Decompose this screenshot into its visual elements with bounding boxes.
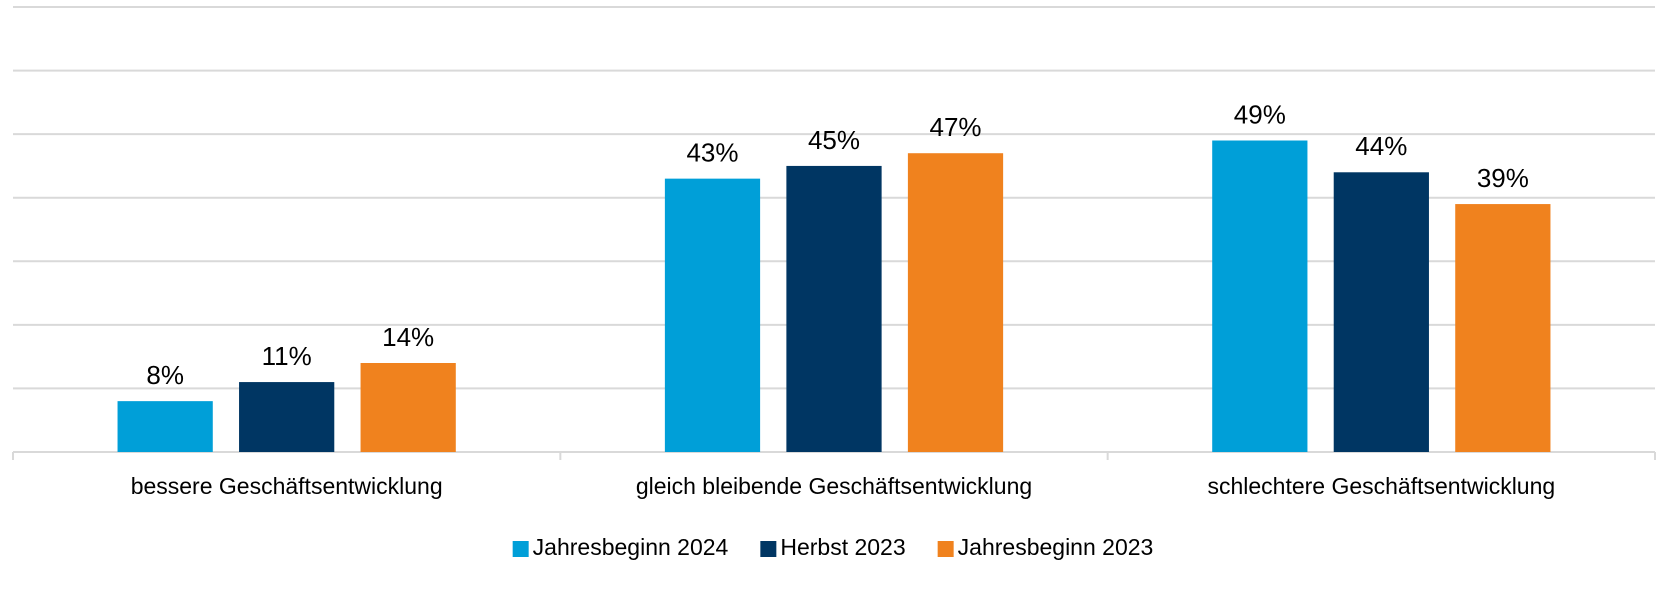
- legend-swatch: [512, 541, 529, 557]
- bar: [664, 178, 761, 452]
- legend-label: Jahresbeginn 2024: [533, 534, 729, 560]
- bar: [117, 401, 213, 452]
- x-tick-label: gleich bleibende Geschäftsentwicklung: [636, 473, 1032, 499]
- data-label: 11%: [262, 341, 312, 371]
- data-label: 49%: [1234, 99, 1286, 129]
- bar: [786, 165, 882, 452]
- legend-label: Herbst 2023: [780, 534, 905, 560]
- legend-swatch: [760, 541, 777, 557]
- data-label: 43%: [686, 138, 738, 168]
- x-tick-label: schlechtere Geschäftsentwicklung: [1207, 473, 1555, 499]
- bar: [239, 382, 335, 452]
- data-label: 45%: [808, 125, 860, 155]
- bar: [1212, 140, 1308, 452]
- bar: [1455, 204, 1551, 452]
- data-label: 39%: [1477, 163, 1529, 193]
- data-label: 8%: [146, 360, 184, 390]
- legend-label: Jahresbeginn 2023: [958, 534, 1154, 560]
- bar: [1333, 172, 1429, 453]
- legend-swatch: [937, 541, 954, 557]
- x-tick-label: bessere Geschäftsentwicklung: [131, 473, 443, 499]
- bar: [907, 153, 1004, 452]
- bar: [360, 363, 456, 452]
- data-label: 14%: [382, 322, 434, 352]
- data-label: 44%: [1355, 131, 1407, 161]
- data-label: 47%: [929, 112, 981, 142]
